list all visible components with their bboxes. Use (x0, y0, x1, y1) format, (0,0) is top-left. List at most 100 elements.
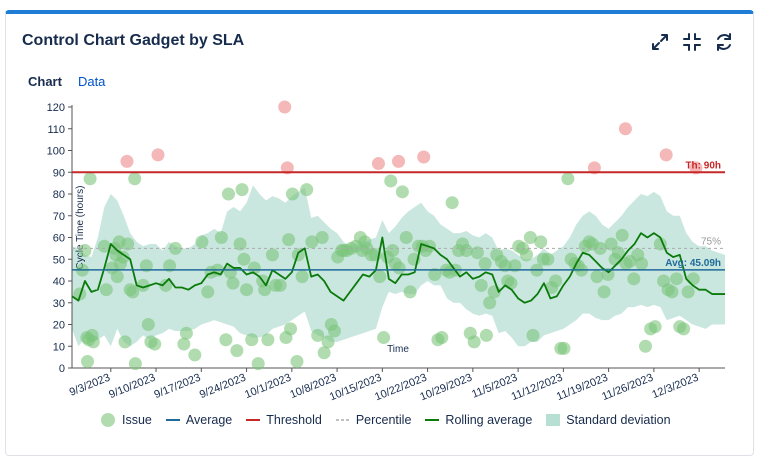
outlier-point (417, 150, 431, 164)
refresh-icon[interactable] (713, 31, 735, 53)
collapse-icon[interactable] (681, 31, 703, 53)
issue-point (223, 265, 237, 279)
issue-point (615, 228, 629, 242)
legend-rolling-average[interactable]: Rolling average (425, 413, 532, 427)
outlier-point (587, 161, 601, 175)
legend-percentile[interactable]: Percentile (335, 413, 412, 427)
legend-threshold-label: Threshold (266, 413, 322, 427)
issue-point (116, 250, 130, 264)
legend-issue[interactable]: Issue (100, 412, 152, 428)
issue-point (428, 267, 442, 281)
y-tick-label: 80 (53, 189, 65, 201)
issue-point (459, 244, 473, 258)
x-tick-label: 11/12/2023 (510, 372, 565, 403)
outlier-point (371, 157, 385, 171)
issue-point (311, 328, 325, 342)
issue-point (237, 252, 251, 266)
legend-standard-deviation[interactable]: Standard deviation (546, 413, 671, 427)
issue-point (188, 348, 202, 362)
legend-threshold[interactable]: Threshold (246, 413, 322, 427)
outlier-point (151, 148, 165, 162)
issue-point (99, 283, 113, 297)
legend-percentile-label: Percentile (355, 413, 412, 427)
issue-point (498, 259, 512, 273)
issue-point (541, 252, 555, 266)
legend-average-label: Average (185, 413, 233, 427)
issue-point (561, 172, 575, 186)
issue-point (163, 259, 177, 273)
issue-point (214, 231, 228, 244)
outlier-point (689, 161, 703, 175)
issue-point (226, 276, 240, 290)
tab-data[interactable]: Data (77, 74, 106, 89)
issue-point (300, 183, 314, 197)
issue-point (467, 335, 481, 349)
issue-point (665, 285, 679, 299)
issue-point (284, 322, 298, 336)
issue-point (686, 272, 700, 286)
x-tick-label: 9/10/2023 (107, 372, 157, 401)
issue-point (504, 276, 518, 290)
expand-icon[interactable] (649, 31, 671, 53)
x-tick-label: 11/19/2023 (555, 372, 610, 403)
issue-point (317, 346, 331, 360)
issue-point (201, 285, 215, 299)
issue-point (604, 237, 618, 251)
issue-point (285, 187, 299, 201)
issue-point (520, 248, 534, 262)
issue-point (627, 272, 641, 286)
y-tick-label: 40 (53, 276, 65, 288)
x-axis-label: Time (387, 344, 409, 355)
y-tick-label: 70 (53, 211, 65, 223)
issue-point (261, 333, 275, 347)
y-tick-label: 100 (47, 146, 65, 158)
issue-point (121, 237, 135, 251)
y-tick-label: 90 (53, 167, 65, 179)
percentile-label: 75% (701, 236, 721, 247)
control-chart: 0 10 20 30 40 50 60 70 80 90 100 110 120 9/3/20239/10… (47, 100, 725, 403)
issue-point (128, 357, 142, 371)
issue-point (635, 257, 649, 271)
issue-point (681, 285, 695, 299)
y-tick-label: 0 (59, 363, 65, 375)
y-tick-label: 10 (53, 341, 65, 353)
issue-point (136, 278, 150, 292)
issue-point (321, 335, 335, 349)
issue-point (483, 296, 497, 310)
issue-point (128, 172, 142, 186)
y-tick-label: 110 (47, 124, 65, 136)
issue-point (290, 354, 304, 368)
issue-point (83, 172, 97, 186)
x-tick-label: 10/1/2023 (243, 372, 293, 401)
issue-point (118, 335, 132, 349)
y-tick-label: 120 (47, 102, 65, 114)
issue-point (245, 333, 259, 347)
x-tick-label: 9/24/2023 (198, 372, 248, 401)
issue-point (386, 244, 400, 258)
outlier-point (392, 154, 405, 168)
issue-point (97, 239, 111, 253)
issue-point (305, 235, 319, 249)
issue-point (534, 235, 548, 249)
issue-point (126, 285, 140, 299)
issue-point (195, 235, 209, 249)
issue-point (677, 322, 691, 336)
issue-point (648, 320, 662, 334)
outlier-point (280, 161, 294, 175)
issue-point (384, 174, 398, 188)
y-axis-label: Cycle Time (hours) (75, 186, 86, 270)
issue-point (557, 341, 571, 355)
issue-point (377, 331, 391, 345)
issue-point (435, 331, 449, 345)
issue-point (373, 270, 387, 284)
legend-rolling-average-label: Rolling average (445, 413, 533, 427)
tab-chart[interactable]: Chart (28, 74, 62, 89)
issue-point (251, 357, 265, 371)
x-tick-label: 11/26/2023 (600, 372, 655, 403)
issue-point (392, 261, 406, 275)
legend-average[interactable]: Average (165, 413, 233, 427)
issue-point (315, 231, 329, 244)
x-tick-label: 9/3/2023 (68, 372, 112, 399)
issue-point (219, 333, 233, 347)
issue-point (470, 246, 484, 260)
